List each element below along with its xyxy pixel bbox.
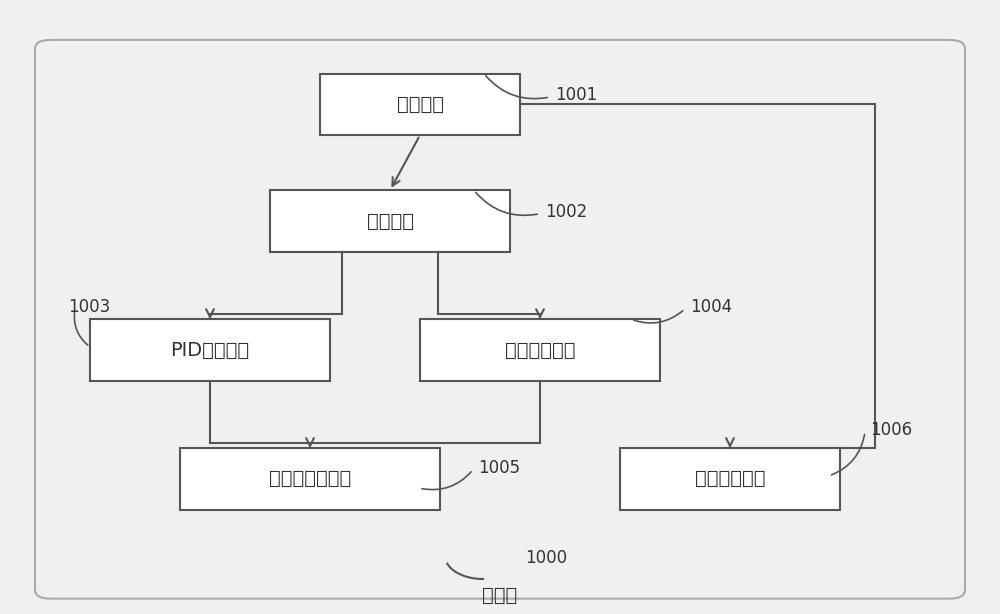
Text: 水泵控制模块: 水泵控制模块 (695, 470, 765, 488)
FancyBboxPatch shape (180, 448, 440, 510)
Text: 散热器控制模块: 散热器控制模块 (269, 470, 351, 488)
Text: PID控制模块: PID控制模块 (170, 341, 250, 359)
Text: 1000: 1000 (525, 548, 567, 567)
FancyBboxPatch shape (420, 319, 660, 381)
FancyBboxPatch shape (320, 74, 520, 135)
Text: 判断模块: 判断模块 (366, 212, 414, 230)
FancyBboxPatch shape (35, 40, 965, 599)
Text: 1002: 1002 (545, 203, 587, 221)
Text: 1006: 1006 (870, 421, 912, 439)
Text: 监测模块: 监测模块 (397, 95, 444, 114)
Text: 模糊控制模块: 模糊控制模块 (505, 341, 575, 359)
Text: 1001: 1001 (555, 86, 597, 104)
Text: 1004: 1004 (690, 298, 732, 316)
FancyBboxPatch shape (620, 448, 840, 510)
Text: 1003: 1003 (68, 298, 110, 316)
Text: 1005: 1005 (478, 459, 520, 477)
FancyBboxPatch shape (270, 190, 510, 252)
FancyBboxPatch shape (90, 319, 330, 381)
Text: 控制器: 控制器 (482, 586, 518, 605)
